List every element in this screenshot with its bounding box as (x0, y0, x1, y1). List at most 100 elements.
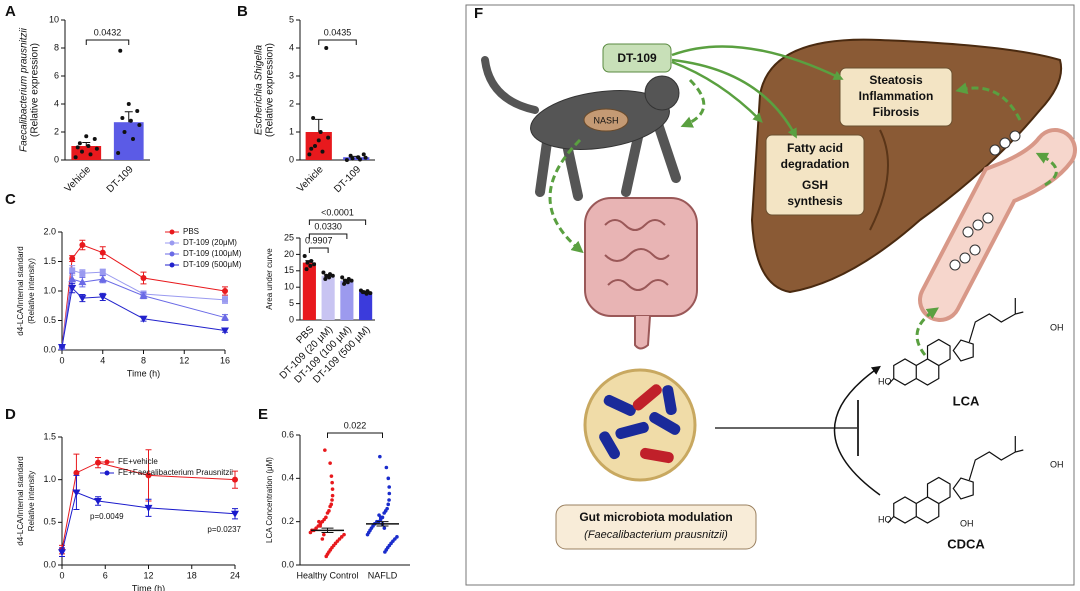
error-bar (321, 527, 334, 533)
y-tick-label: 1.5 (43, 431, 56, 441)
data-point (365, 532, 370, 537)
y-tick-label: 8 (54, 42, 59, 52)
x-axis-label: Time (h) (127, 368, 160, 378)
annotation: 0.0330 (314, 221, 342, 231)
y-tick-label: 2.0 (43, 226, 56, 236)
y-tick-label: 0.4 (281, 473, 294, 483)
data-point (342, 281, 347, 286)
y-tick-label: 15 (284, 265, 294, 275)
data-point (304, 267, 309, 272)
marker (145, 472, 152, 479)
x-tick-label: 12 (179, 355, 189, 365)
legend-swatch (169, 240, 175, 246)
data-point (135, 109, 140, 113)
x-tick-label: 8 (141, 355, 146, 365)
significance-bracket (308, 247, 329, 253)
data-point (92, 137, 97, 141)
legend-label: DT-109 (500μM) (183, 260, 242, 269)
arrow (548, 138, 584, 254)
x-tick-label: Vehicle (63, 164, 94, 195)
significance-bracket (85, 39, 130, 45)
group-label: OH (960, 518, 974, 528)
x-tick-label: Healthy Control (296, 570, 358, 580)
marker (73, 469, 80, 476)
bar (340, 280, 354, 320)
data-point (323, 448, 327, 452)
marker (139, 291, 148, 299)
molecule-label: CDCA (947, 536, 985, 551)
marker (68, 285, 77, 293)
data-point (386, 502, 391, 507)
molecules (887, 298, 1024, 524)
data-point (329, 474, 334, 478)
marker (99, 249, 106, 256)
liver-lobe (869, 129, 889, 231)
marker (95, 459, 102, 466)
y-tick-label: 3 (289, 70, 294, 80)
intestine (584, 197, 698, 350)
y-tick-label: 4 (54, 98, 59, 108)
data-point (361, 152, 366, 157)
group-label: HO (878, 514, 892, 524)
marker (94, 498, 103, 505)
diagram-panel: F NASH Gut microbiota modulation (Faecal… (465, 4, 1077, 586)
data-point (330, 480, 334, 485)
y-tick-label: 0.0 (281, 559, 294, 569)
data-point (330, 493, 335, 498)
y-axis-label: d4-LCA/Internal standard (16, 456, 25, 545)
molecule-label: LCA (953, 393, 980, 408)
legend-label: DT-109 (100μM) (183, 249, 242, 258)
y-tick-label: 1.0 (43, 474, 56, 484)
legend-label: PBS (183, 227, 199, 236)
data-point (308, 263, 313, 268)
y-tick-label: 1 (289, 126, 294, 136)
data-point (318, 130, 323, 134)
x-tick-label: 4 (100, 355, 105, 365)
data-point (305, 260, 310, 265)
legend-label: FE+vehicle (118, 457, 158, 466)
data-point (330, 498, 334, 502)
data-point (349, 278, 354, 283)
data-point (316, 138, 321, 143)
data-point (302, 254, 307, 259)
marker (58, 549, 66, 557)
data-point (342, 532, 346, 537)
panel-label: E (258, 406, 268, 423)
bar (321, 275, 335, 320)
arrow (955, 82, 1022, 121)
y-tick-label: 1.0 (43, 285, 56, 295)
data-point (86, 144, 91, 148)
marker (144, 504, 153, 512)
y-tick-label: 5 (289, 14, 294, 24)
nash-liver (583, 108, 629, 132)
data-point (344, 158, 349, 162)
data-point (330, 487, 335, 491)
data-point (387, 491, 392, 496)
data-point (360, 290, 365, 295)
group-label: OH (1050, 459, 1064, 469)
y-tick-label: 0.2 (281, 516, 294, 526)
marker (231, 510, 239, 518)
bacteria (583, 368, 697, 482)
series-line (61, 287, 226, 348)
marker (78, 295, 87, 303)
data-point (382, 526, 387, 530)
y-tick-label: 0.0 (43, 559, 56, 569)
data-point (317, 519, 321, 524)
marker (221, 327, 229, 335)
y-axis-label: d4-LCA/Internal standard (16, 246, 25, 335)
y-tick-label: 10 (284, 282, 294, 292)
x-tick-label: 16 (220, 355, 230, 365)
data-point (324, 46, 329, 50)
panel-label: A (5, 3, 16, 20)
microbiota-box (555, 504, 757, 550)
arrow (671, 60, 763, 123)
y-tick-label: 6 (54, 70, 59, 80)
drug-box (602, 43, 672, 73)
marker (98, 293, 107, 301)
x-tick-label: Vehicle (295, 164, 326, 195)
microbiota-label: (Faecalibacterium prausnitzii) (584, 529, 728, 541)
x-tick-label: NAFLD (368, 570, 398, 580)
marker (69, 255, 76, 262)
error-bar (376, 521, 389, 527)
